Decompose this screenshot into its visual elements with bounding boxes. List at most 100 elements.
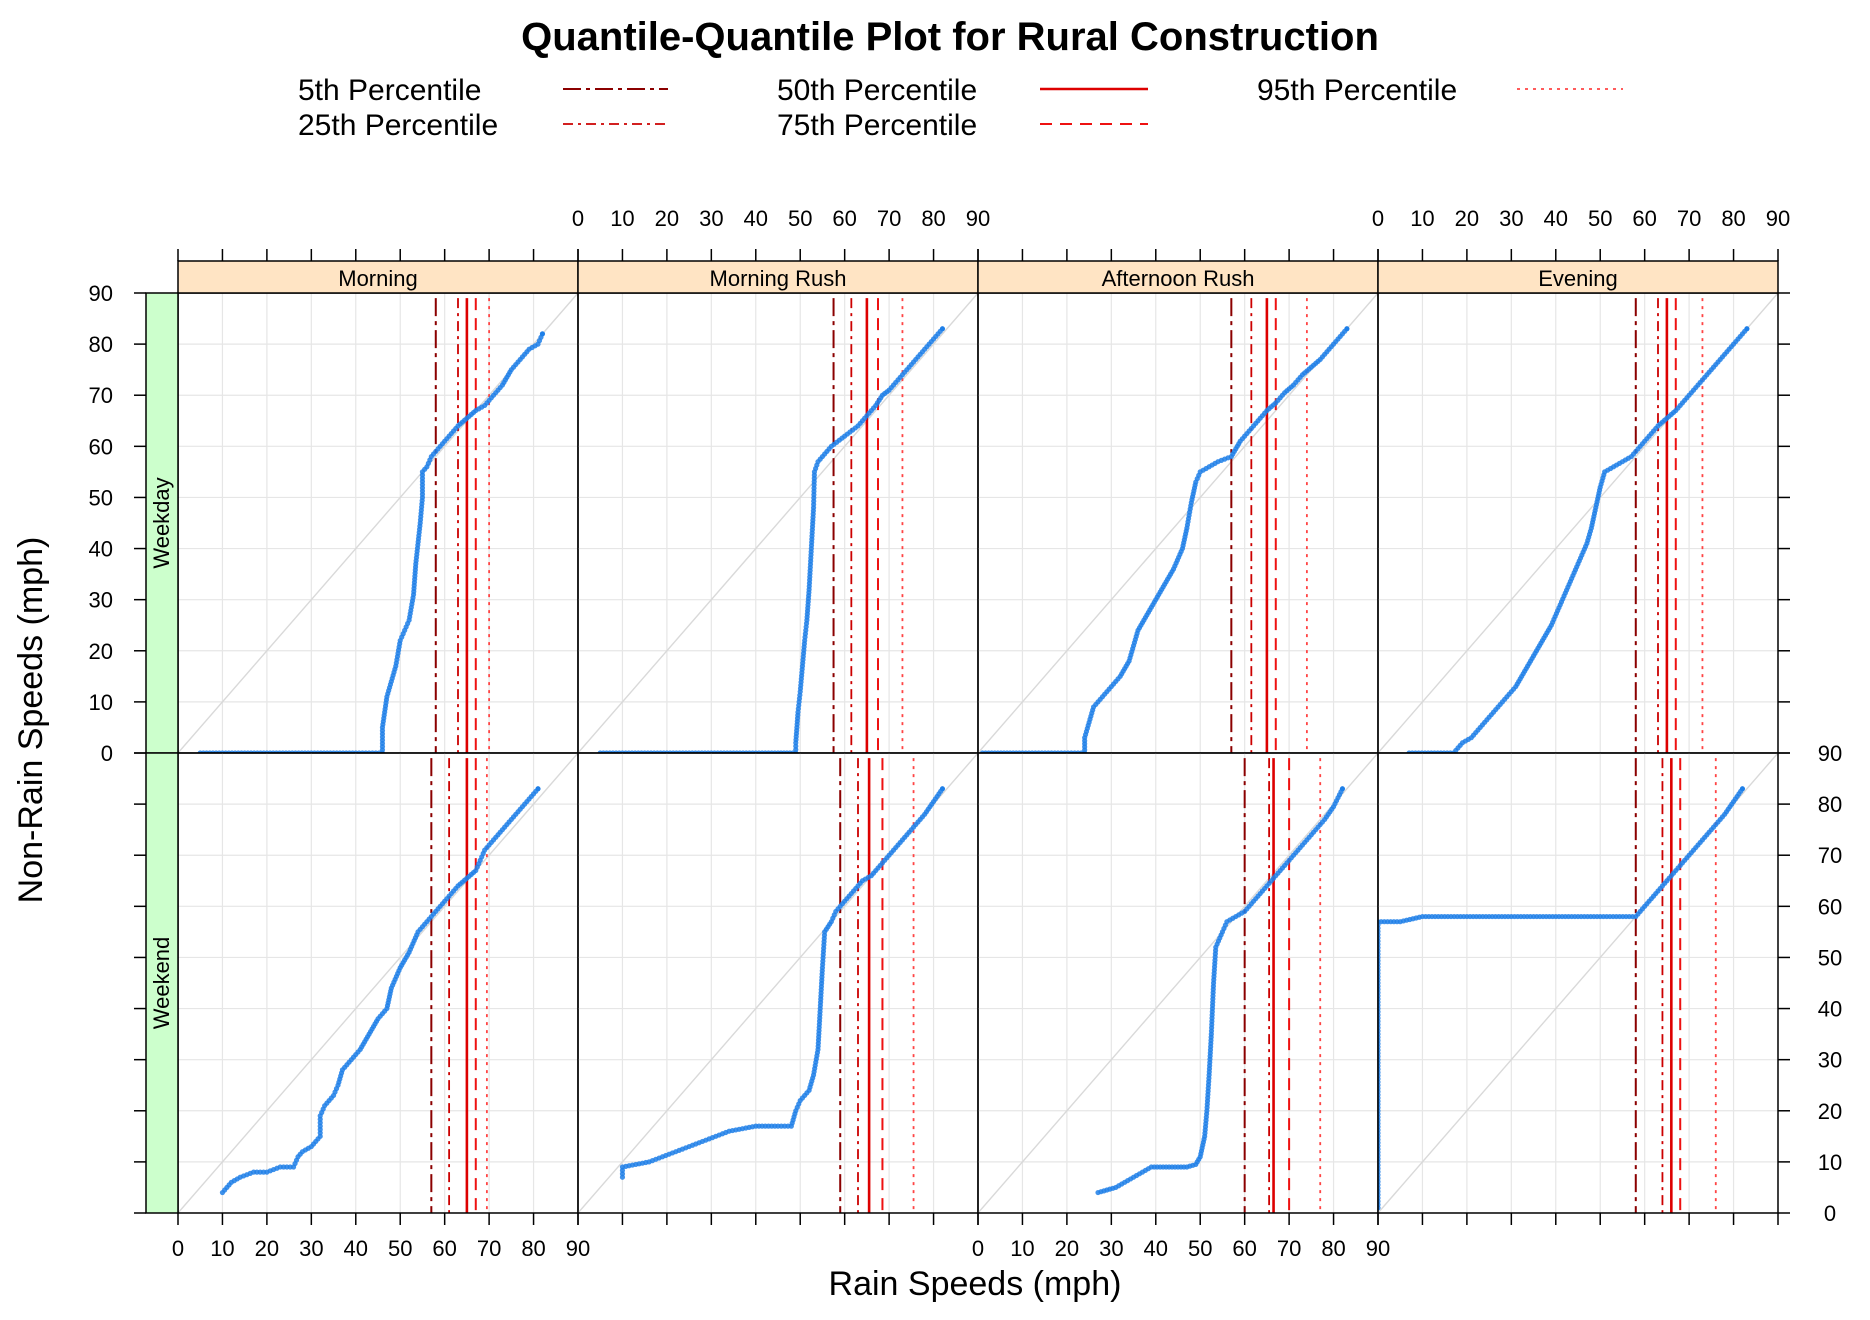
y-tick-label: 20 (89, 639, 113, 664)
panel-morning-weekend (177, 752, 579, 1214)
x-tick-label: 70 (1277, 1236, 1301, 1261)
x-tick-label: 90 (1766, 206, 1790, 231)
column-strip-label-morning-rush: Morning Rush (710, 266, 847, 291)
panel-gridlines (1378, 293, 1778, 753)
panel-evening-weekday (1377, 292, 1779, 754)
x-tick-label: 90 (1366, 1236, 1390, 1261)
x-tick-label: 40 (1544, 206, 1568, 231)
panel-morning-weekday (177, 292, 579, 754)
y-tick-label: 90 (1818, 741, 1842, 766)
x-tick-label: 20 (255, 1236, 279, 1261)
x-tick-label: 90 (966, 206, 990, 231)
y-tick-label: 50 (1818, 945, 1842, 970)
x-tick-label: 30 (1099, 1236, 1123, 1261)
panel-afternoon-rush-weekday (977, 292, 1379, 754)
x-tick-label: 60 (1632, 206, 1656, 231)
y-tick-label: 70 (89, 383, 113, 408)
row-strip-label-weekend: Weekend (149, 937, 174, 1030)
x-tick-label: 40 (1144, 1236, 1168, 1261)
x-tick-label: 90 (566, 1236, 590, 1261)
row-strip-label-weekday: Weekday (149, 477, 174, 568)
panel-gridlines (578, 753, 978, 1213)
reference-diagonal (978, 753, 1378, 1213)
column-strip (977, 260, 1379, 294)
x-tick-label: 80 (521, 1236, 545, 1261)
column-strip-label-evening: Evening (1538, 266, 1618, 291)
x-tick-label: 0 (972, 1236, 984, 1261)
legend-label-25th-percentile: 25th Percentile (298, 109, 498, 142)
panel-gridlines (578, 293, 978, 753)
y-tick-label: 10 (1818, 1150, 1842, 1175)
x-tick-label: 30 (299, 1236, 323, 1261)
y-tick-label: 10 (89, 690, 113, 715)
x-tick-label: 0 (572, 206, 584, 231)
x-tick-label: 30 (1499, 206, 1523, 231)
y-tick-label: 90 (89, 281, 113, 306)
column-strip (177, 260, 579, 294)
x-tick-label: 10 (610, 206, 634, 231)
y-tick-label: 60 (1818, 894, 1842, 919)
panel-gridlines (978, 293, 1378, 753)
qq-point (939, 786, 946, 792)
strip-labels: Morning Morning Rush Afternoon Rush Evening… (145, 260, 1779, 1214)
x-axis-title: Rain Speeds (mph) (829, 1265, 1122, 1303)
y-tick-label: 30 (89, 588, 113, 613)
y-tick-label: 0 (101, 741, 113, 766)
column-strip (1377, 260, 1779, 294)
x-tick-label: 50 (788, 206, 812, 231)
x-tick-label: 80 (1321, 1236, 1345, 1261)
y-tick-label: 80 (1818, 792, 1842, 817)
x-tick-label: 0 (1372, 206, 1384, 231)
panel-morning-rush-weekend (577, 752, 979, 1214)
y-tick-label: 60 (89, 434, 113, 459)
x-tick-label: 40 (744, 206, 768, 231)
x-tick-label: 10 (1010, 1236, 1034, 1261)
qq-point (535, 786, 541, 792)
row-strip (145, 752, 179, 1214)
panel-gridlines (1378, 753, 1778, 1213)
panel-afternoon-rush-weekend (977, 752, 1379, 1214)
qq-point (1739, 786, 1746, 792)
qq-point (1744, 326, 1750, 332)
x-tick-label: 50 (388, 1236, 412, 1261)
x-tick-label: 50 (1588, 206, 1612, 231)
x-tick-label: 80 (1721, 206, 1745, 231)
reference-diagonal (578, 293, 978, 753)
x-tick-label: 10 (210, 1236, 234, 1261)
panel-gridlines (178, 753, 578, 1213)
y-tick-label: 20 (1818, 1099, 1842, 1124)
panel-gridlines (978, 753, 1378, 1213)
qq-point (1344, 326, 1350, 332)
chart-title: Quantile-Quantile Plot for Rural Constru… (521, 15, 1379, 59)
legend-label-5th-percentile: 5th Percentile (298, 74, 481, 107)
qq-point (939, 326, 946, 332)
x-tick-label: 70 (477, 1236, 501, 1261)
x-tick-label: 0 (172, 1236, 184, 1261)
qq-point (539, 331, 546, 337)
x-tick-label: 60 (1232, 1236, 1256, 1261)
panel-gridlines (178, 293, 578, 753)
y-axis-title: Non-Rain Speeds (mph) (12, 537, 50, 904)
y-tick-label: 70 (1818, 843, 1842, 868)
column-strip-label-afternoon-rush: Afternoon Rush (1102, 266, 1255, 291)
x-tick-label: 20 (655, 206, 679, 231)
x-tick-label: 20 (1455, 206, 1479, 231)
column-strip (577, 260, 979, 294)
panel-border (1377, 752, 1779, 1214)
x-tick-label: 20 (1055, 1236, 1079, 1261)
x-tick-label: 70 (1677, 206, 1701, 231)
legend-label-95th-percentile: 95th Percentile (1257, 74, 1457, 107)
y-tick-label: 0 (1824, 1201, 1836, 1226)
axes: 0 10 20 30 40 50 60 70 80 90 0 10 20 30 40 50 60 70 80 90 0 1… (89, 206, 1843, 1261)
qq-point (1339, 786, 1346, 792)
reference-diagonal (178, 753, 578, 1213)
x-tick-label: 60 (432, 1236, 456, 1261)
x-tick-label: 10 (1410, 206, 1434, 231)
panel-evening-weekend (1377, 752, 1779, 1214)
y-tick-label: 30 (1818, 1048, 1842, 1073)
legend-label-50th-percentile: 50th Percentile (777, 74, 977, 107)
x-tick-label: 50 (1188, 1236, 1212, 1261)
x-tick-label: 30 (699, 206, 723, 231)
x-tick-label: 60 (832, 206, 856, 231)
